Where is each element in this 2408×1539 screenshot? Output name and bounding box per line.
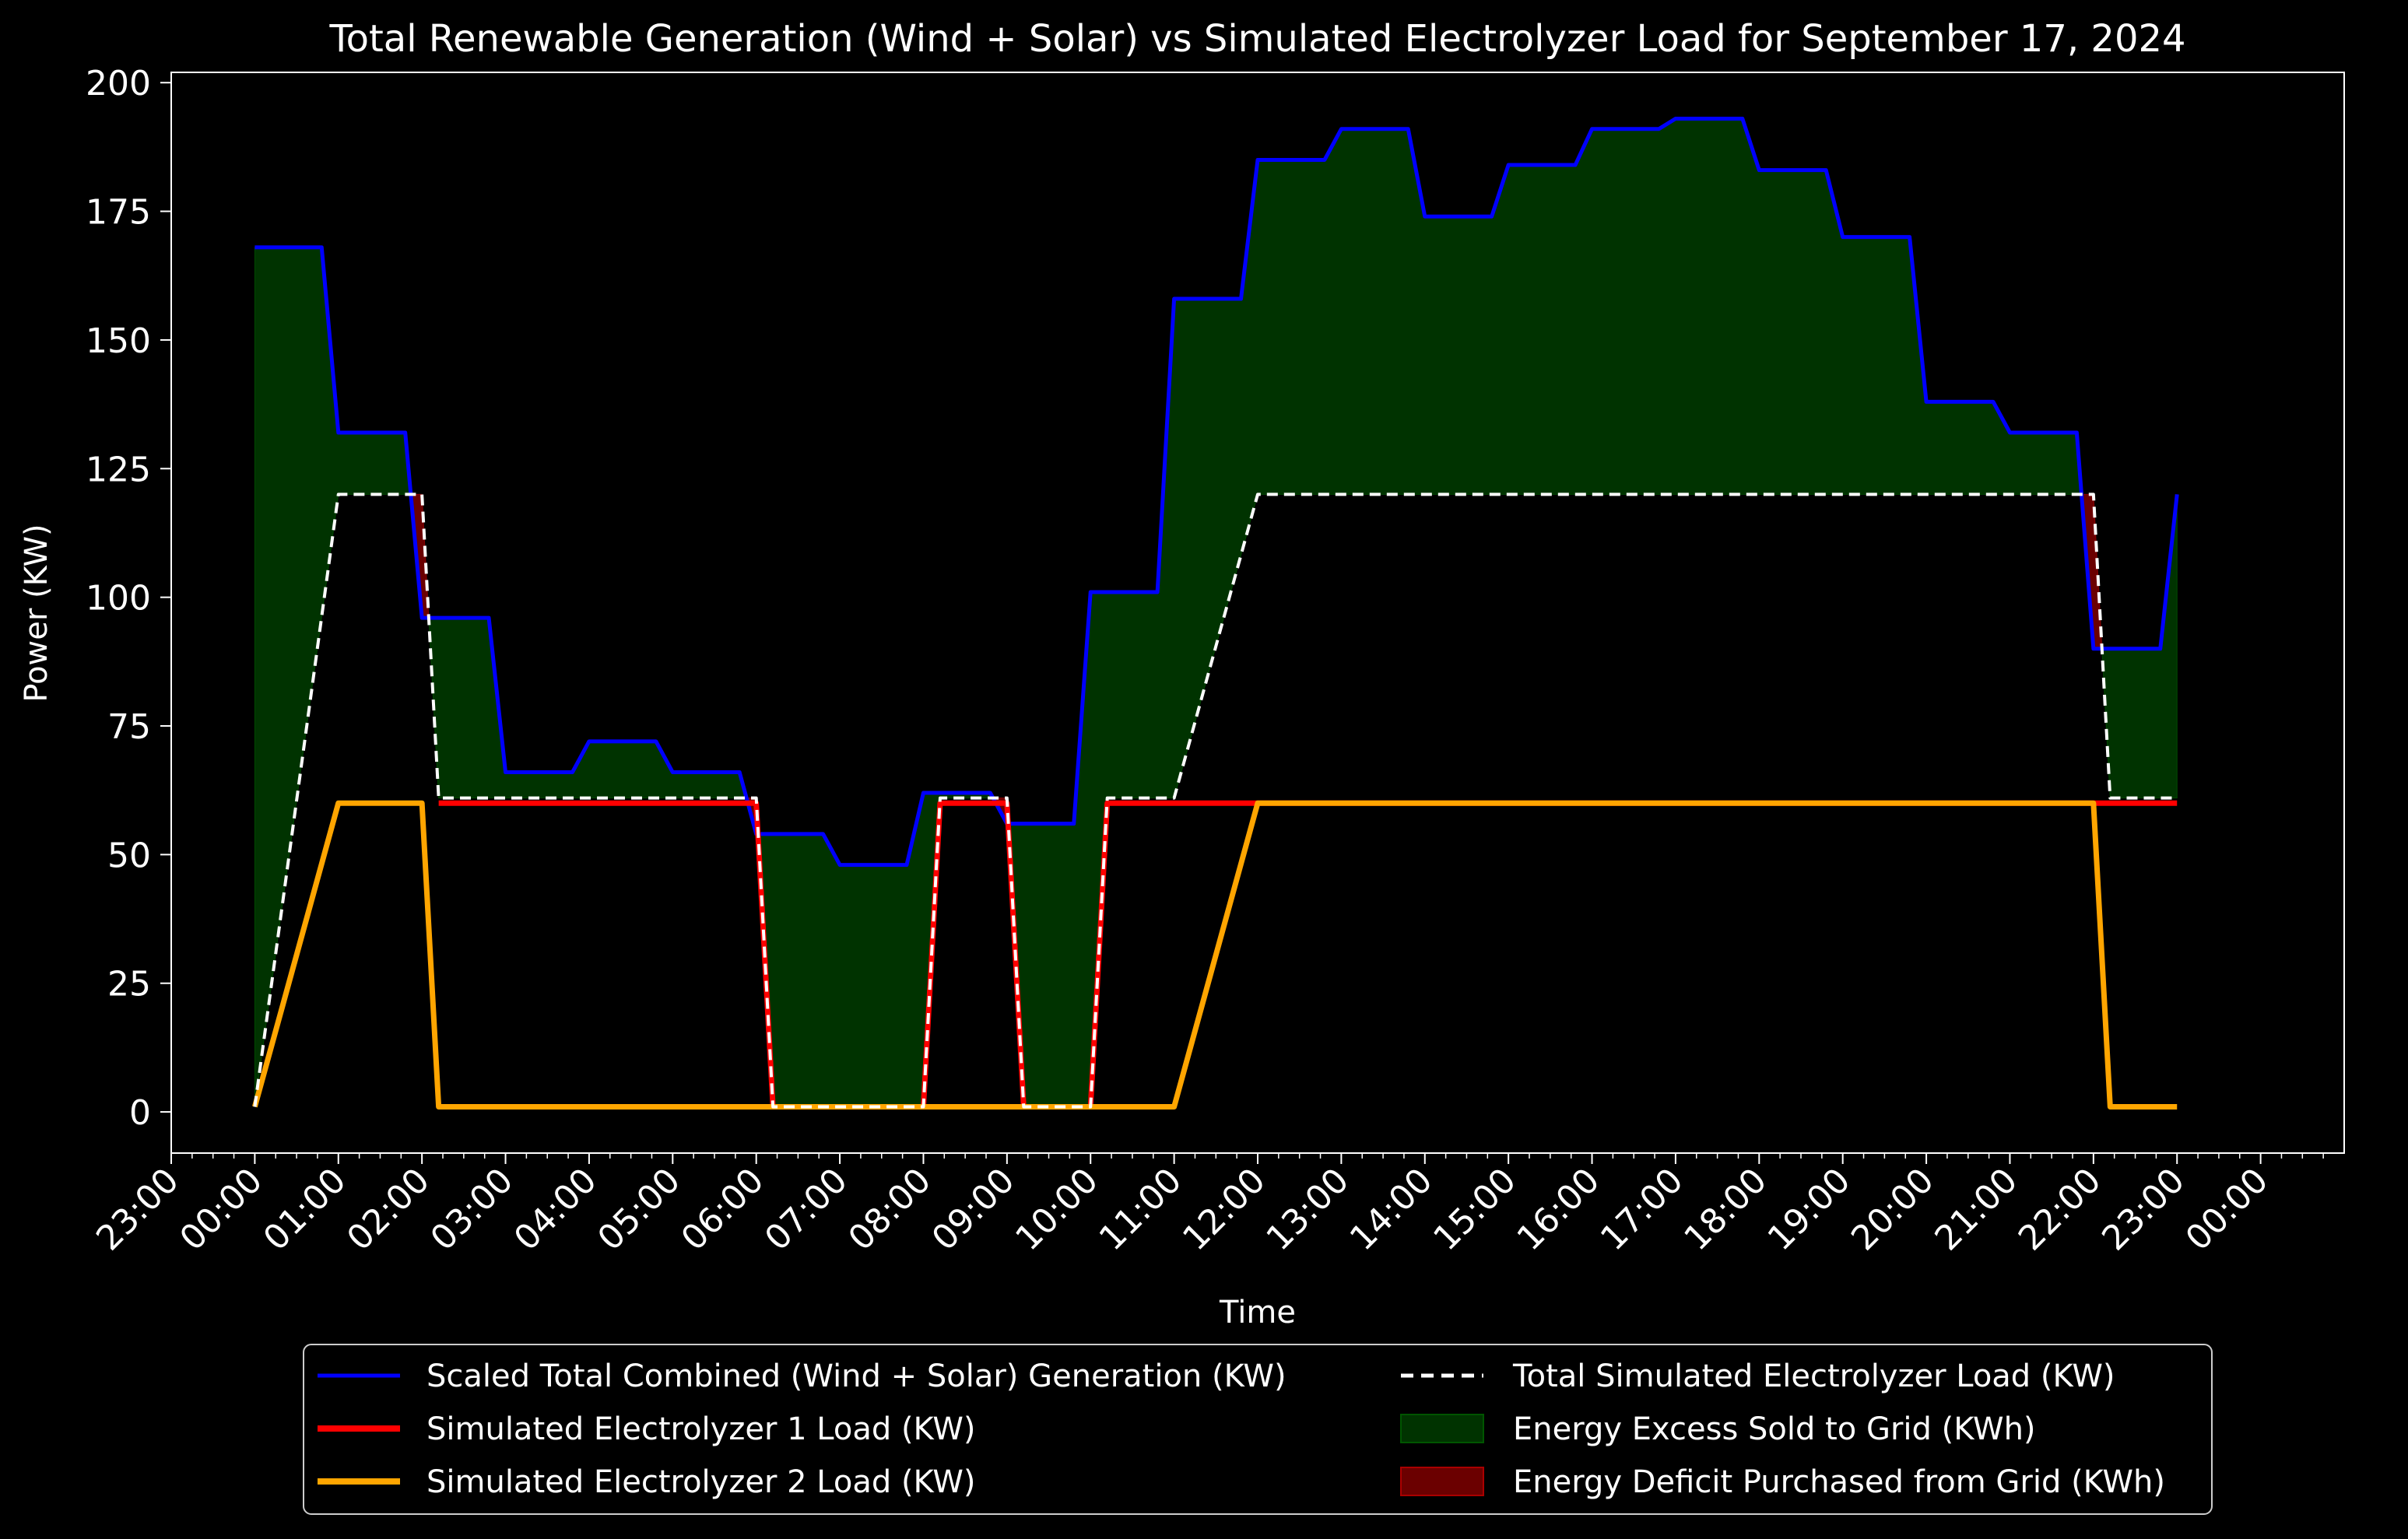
x-axis-label: Time — [1219, 1295, 1296, 1330]
y-axis-label: Power (KW) — [19, 524, 54, 702]
y-axis: 0 25 50 75 100 125 150 175 200 — [86, 64, 171, 1133]
legend-swatch — [1400, 1414, 1484, 1443]
electrolyzer-2-line — [252, 800, 2178, 1110]
plot-area — [252, 117, 2179, 1110]
legend-entry: Simulated Electrolyzer 2 Load (KW) — [426, 1464, 976, 1500]
legend-entry: Total Simulated Electrolyzer Load (KW) — [1512, 1358, 2115, 1394]
legend-swatch — [1400, 1467, 1484, 1496]
legend: Scaled Total Combined (Wind + Solar) Gen… — [303, 1344, 2213, 1515]
y-tick-label: 50 — [107, 836, 151, 875]
y-tick-label: 25 — [107, 965, 151, 1004]
chart-title: Total Renewable Generation (Wind + Solar… — [328, 17, 2185, 61]
y-tick-label: 175 — [86, 193, 151, 233]
legend-entry: Simulated Electrolyzer 1 Load (KW) — [426, 1411, 976, 1447]
legend-entry: Energy Deficit Purchased from Grid (KWh) — [1513, 1464, 2165, 1500]
legend-entry: Scaled Total Combined (Wind + Solar) Gen… — [426, 1358, 1286, 1394]
generation-line — [254, 117, 2179, 868]
legend-box — [303, 1344, 2213, 1515]
y-tick-label: 125 — [86, 450, 151, 489]
y-tick-label: 100 — [86, 579, 151, 619]
y-tick-label: 150 — [86, 321, 151, 361]
y-tick-label: 200 — [86, 64, 151, 103]
y-tick-label: 75 — [107, 707, 151, 747]
total-load-line — [253, 493, 2178, 1109]
legend-entry: Energy Excess Sold to Grid (KWh) — [1513, 1411, 2036, 1447]
y-tick-label: 0 — [129, 1093, 151, 1133]
